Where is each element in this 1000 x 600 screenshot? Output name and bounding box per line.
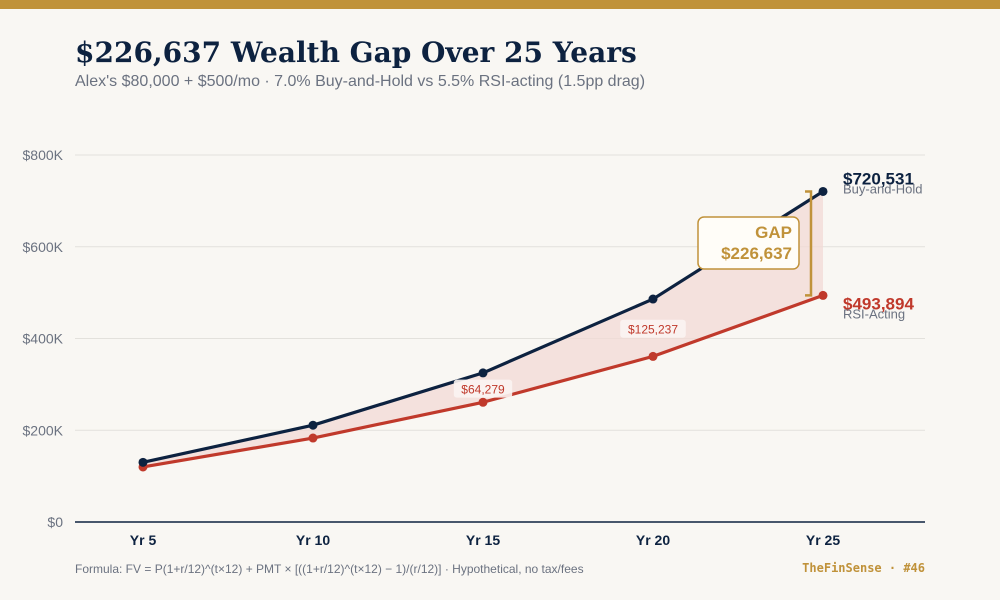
gap-bracket [805, 190, 813, 297]
end-series-name-rsi-acting: RSI-Acting [843, 306, 905, 321]
data-point-rsi-acting [648, 351, 658, 361]
data-point-buy-and-hold [818, 186, 828, 196]
gap-callout-title: GAP [755, 223, 792, 242]
footer-formula: Formula: FV = P(1+r/12)^(t×12) + PMT × [… [75, 562, 584, 576]
end-series-name-buy-and-hold: Buy-and-Hold [843, 181, 923, 196]
gap-area [143, 191, 823, 467]
top-accent-bar [0, 0, 1000, 9]
end-value-buy-and-hold: $720,531 [843, 169, 914, 188]
annotation-background [620, 319, 686, 338]
y-tick-label: $600K [23, 239, 64, 255]
end-value-rsi-acting: $493,894 [843, 294, 914, 313]
data-point-buy-and-hold [648, 294, 658, 304]
data-point-buy-and-hold [308, 420, 318, 430]
gap-callout-box [697, 216, 800, 270]
x-tick-label: Yr 25 [806, 532, 840, 548]
y-tick-label: $800K [23, 147, 64, 163]
x-tick-label: Yr 10 [296, 532, 330, 548]
y-tick-label: $400K [23, 331, 64, 347]
data-point-buy-and-hold [138, 457, 148, 467]
data-point-rsi-acting [818, 290, 828, 300]
page-subtitle: Alex's $80,000 + $500/mo · 7.0% Buy-and-… [75, 73, 646, 90]
data-point-rsi-acting [308, 433, 318, 443]
x-tick-label: Yr 20 [636, 532, 670, 548]
page-title: $226,637 Wealth Gap Over 25 Years [75, 36, 637, 69]
gap-annotation-label: $125,237 [628, 323, 678, 337]
gap-callout-value: $226,637 [721, 244, 792, 263]
y-tick-label: $0 [47, 514, 63, 530]
y-tick-label: $200K [23, 422, 64, 438]
gap-annotation-label: $64,279 [461, 383, 505, 397]
x-tick-label: Yr 15 [466, 532, 500, 548]
data-point-buy-and-hold [478, 368, 488, 378]
footer-brand: TheFinSense · #46 [802, 561, 925, 575]
annotation-background [453, 379, 513, 398]
data-point-rsi-acting [478, 397, 488, 407]
x-tick-label: Yr 5 [130, 532, 157, 548]
